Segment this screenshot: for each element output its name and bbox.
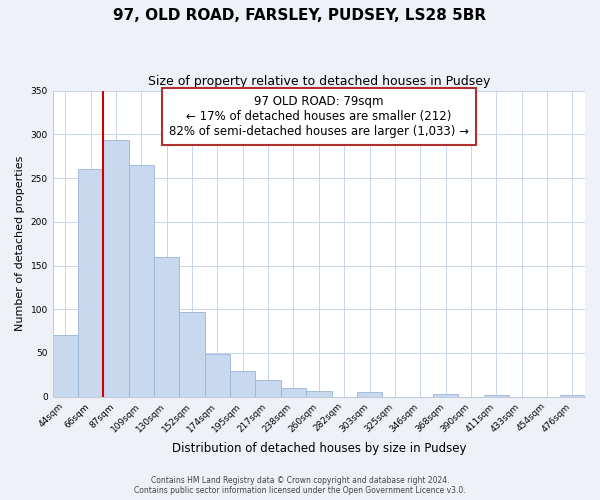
Text: Contains HM Land Registry data © Crown copyright and database right 2024.
Contai: Contains HM Land Registry data © Crown c… (134, 476, 466, 495)
Title: Size of property relative to detached houses in Pudsey: Size of property relative to detached ho… (148, 75, 490, 88)
Bar (256, 380, 281, 396)
Bar (230, 372, 256, 396)
Bar (306, 392, 332, 396)
Bar (433, 394, 458, 396)
Bar (179, 312, 205, 396)
Bar (78, 170, 103, 396)
Bar (205, 354, 230, 397)
Bar (484, 395, 509, 396)
Y-axis label: Number of detached properties: Number of detached properties (15, 156, 25, 332)
Bar (357, 392, 382, 396)
Text: 97, OLD ROAD, FARSLEY, PUDSEY, LS28 5BR: 97, OLD ROAD, FARSLEY, PUDSEY, LS28 5BR (113, 8, 487, 22)
Text: 97 OLD ROAD: 79sqm
← 17% of detached houses are smaller (212)
82% of semi-detach: 97 OLD ROAD: 79sqm ← 17% of detached hou… (169, 95, 469, 138)
Bar (103, 140, 129, 396)
Bar (281, 388, 306, 396)
Bar (560, 395, 585, 396)
X-axis label: Distribution of detached houses by size in Pudsey: Distribution of detached houses by size … (172, 442, 466, 455)
Bar (154, 257, 179, 396)
Bar (129, 165, 154, 396)
Bar (53, 336, 78, 396)
